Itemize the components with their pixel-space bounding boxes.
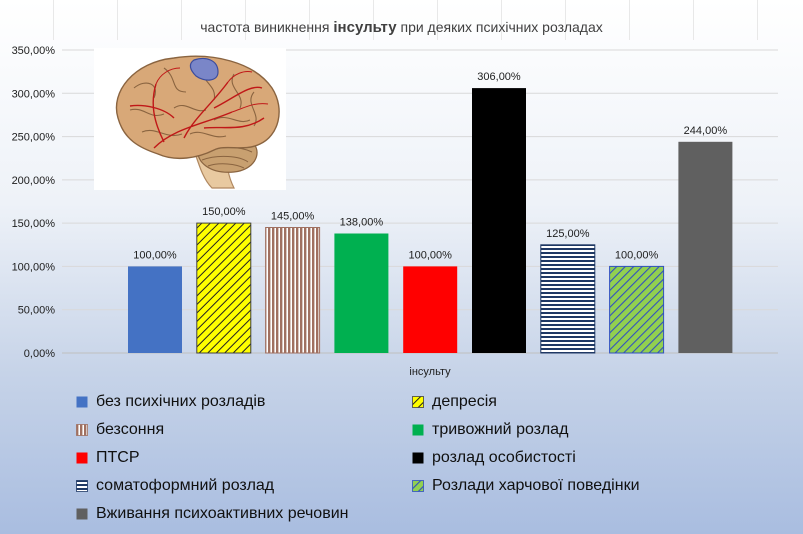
- data-label: 125,00%: [546, 228, 590, 240]
- data-label: 244,00%: [684, 125, 728, 137]
- y-tick-label: 200,00%: [12, 175, 56, 187]
- legend-label: ПТСР: [96, 448, 140, 466]
- y-tick-label: 350,00%: [12, 45, 56, 57]
- data-label: 100,00%: [133, 249, 177, 261]
- data-label: 150,00%: [202, 206, 246, 218]
- legend-label: соматоформний розлад: [96, 476, 275, 494]
- legend-swatch: [76, 396, 88, 407]
- legend-swatch: [412, 452, 424, 463]
- y-tick-label: 0,00%: [24, 348, 55, 360]
- bar-chart: 0,00% 50,00% 100,00% 150,00% 200,00% 250,00% 3…: [12, 45, 778, 378]
- legend-swatch: [76, 452, 88, 463]
- chart-title-emphasis: інсульту: [333, 19, 397, 36]
- legend-label: Розлади харчової поведінки: [432, 476, 640, 494]
- data-labels: 100,00% 150,00% 145,00% 138,00% 100,00% 306,0…: [133, 71, 727, 261]
- legend-swatch: [412, 424, 424, 435]
- x-category-label: інсульту: [409, 366, 451, 378]
- legend-label: розлад особистості: [432, 448, 576, 466]
- bar: [196, 222, 252, 354]
- data-label: 138,00%: [340, 217, 384, 229]
- y-tick-label: 250,00%: [12, 132, 56, 144]
- spreadsheet-grid: [0, 0, 803, 40]
- legend-item: Вживання психоактивних речовин: [76, 502, 412, 525]
- data-label: 145,00%: [271, 211, 315, 223]
- y-tick-label: 50,00%: [18, 305, 56, 317]
- legend-swatch: [76, 479, 88, 492]
- legend-swatch: [412, 395, 424, 408]
- legend-item: розлад особистості: [412, 446, 752, 469]
- legend-label: Вживання психоактивних речовин: [96, 504, 349, 522]
- legend-label: без психічних розладів: [96, 392, 266, 410]
- legend-item: соматоформний розлад: [76, 474, 412, 497]
- bar: [403, 266, 458, 353]
- legend-item: ПТСР: [76, 446, 412, 469]
- chart-title-pre: частота виникнення: [200, 19, 334, 35]
- legend-item: безсоння: [76, 418, 412, 441]
- legend-swatch: [412, 479, 424, 492]
- bar: [609, 265, 665, 354]
- legend-item: депресія: [412, 390, 752, 413]
- y-axis: 0,00% 50,00% 100,00% 150,00% 200,00% 250,00% 3…: [12, 45, 56, 360]
- chart-title-post: при деяких психічних розладах: [396, 19, 603, 35]
- data-label: 306,00%: [477, 71, 521, 83]
- bar: [540, 244, 596, 354]
- brain-illustration-icon: [94, 48, 286, 190]
- bar: [334, 233, 389, 353]
- legend-swatch: [76, 423, 88, 436]
- legend-label: депресія: [432, 392, 497, 410]
- legend-item: без психічних розладів: [76, 390, 412, 413]
- y-tick-label: 100,00%: [12, 261, 56, 273]
- chart-title: частота виникнення інсульту при деяких п…: [0, 19, 803, 36]
- legend-swatch: [76, 508, 88, 519]
- data-label: 100,00%: [615, 249, 659, 261]
- legend-item: Розлади харчової поведінки: [412, 474, 752, 497]
- y-tick-label: 300,00%: [12, 88, 56, 100]
- chart-legend: без психічних розладів депресія безсоння тр…: [76, 390, 776, 525]
- legend-item: тривожний розлад: [412, 418, 752, 441]
- legend-label: безсоння: [96, 420, 165, 438]
- data-label: 100,00%: [408, 249, 452, 261]
- y-tick-label: 150,00%: [12, 218, 56, 230]
- bar: [678, 141, 733, 353]
- bar: [128, 266, 182, 353]
- bars: [128, 88, 733, 354]
- bar: [265, 227, 321, 354]
- bar: [472, 88, 526, 353]
- legend-label: тривожний розлад: [432, 420, 569, 438]
